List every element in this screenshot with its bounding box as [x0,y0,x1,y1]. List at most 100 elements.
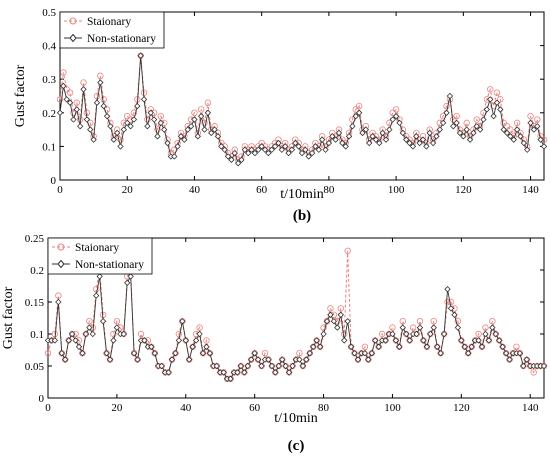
point-nonstationary-b [285,149,292,157]
point-stationary-b [201,119,208,127]
point-nonstationary-c [430,324,437,331]
point-nonstationary-c [361,350,369,357]
point-nonstationary-c [58,350,65,357]
legend-label-stationary-c: Staionary [75,242,119,254]
point-nonstationary-c [120,330,127,338]
point-nonstationary-c [203,343,210,350]
x-ticks-c: 0 20 40 60 80 100 120 140 [45,238,539,414]
point-nonstationary-b [329,133,336,140]
panel-label-b: (b) [293,208,311,224]
point-nonstationary-c [465,350,472,357]
point-nonstationary-c [506,356,513,363]
point-nonstationary-b [322,146,329,153]
y-tick-label-c: 0.15 [25,297,45,309]
point-stationary-c [93,286,100,293]
point-nonstationary-b [208,129,215,137]
point-nonstationary-b [238,156,245,164]
point-nonstationary-c [516,350,524,357]
y-tick-label-b: 0.4 [42,41,56,53]
point-nonstationary-b [63,96,70,103]
point-nonstationary-b [295,143,302,150]
point-nonstationary-b [218,143,225,150]
point-nonstationary-b [261,146,269,153]
point-nonstationary-c [158,362,165,370]
point-nonstationary-c [99,318,107,325]
point-nonstationary-b [386,126,393,133]
point-nonstationary-b [241,146,249,153]
point-nonstationary-b [268,146,275,153]
point-nonstationary-b [298,149,306,157]
point-nonstationary-c [485,337,493,344]
point-nonstationary-b [117,143,124,150]
point-nonstationary-b [83,116,91,123]
point-stationary-c [513,343,520,350]
point-nonstationary-b [174,143,181,150]
point-nonstationary-c [330,318,338,325]
point-stationary-c [378,330,386,338]
point-nonstationary-b [490,112,497,120]
point-nonstationary-c [368,350,375,357]
x-axis-label-c: t/10min [274,411,318,426]
x-tick-label-c: 40 [180,402,192,414]
point-nonstationary-c [475,337,482,344]
point-nonstationary-b [184,126,191,133]
point-nonstationary-b [312,143,319,150]
point-stationary-c [137,330,145,338]
point-nonstationary-c [461,343,468,350]
point-nonstationary-b [60,82,67,90]
point-nonstationary-c [351,350,358,357]
point-nonstationary-b [426,129,433,137]
y-ticks-b: 0 0.1 0.2 0.3 0.4 0.5 [42,7,544,187]
y-tick-label-c: 0 [39,393,45,405]
point-nonstationary-c [251,350,258,357]
point-nonstationary-b [403,136,410,143]
point-nonstationary-b [527,119,534,127]
point-nonstationary-b [399,129,406,137]
point-nonstationary-c [196,330,203,338]
point-stationary-b [124,112,131,120]
point-nonstationary-b [204,109,212,116]
point-nonstationary-c [451,311,458,318]
y-tick-label-c: 0.25 [25,233,45,245]
legend-marker-nonstationary-c [57,259,65,269]
point-nonstationary-b [406,139,413,147]
point-nonstationary-b [335,129,343,137]
point-nonstationary-b [87,126,94,133]
point-nonstationary-c [296,356,303,363]
point-nonstationary-b [211,126,218,133]
point-nonstationary-c [482,330,489,338]
point-nonstationary-b [315,146,322,153]
point-nonstationary-b [181,136,188,143]
point-nonstationary-b [187,123,195,130]
point-stationary-b [103,106,111,113]
legend-box-c [47,237,153,275]
legend-marker-stationary-c [57,243,65,251]
point-nonstationary-b [359,129,366,137]
point-nonstationary-b [127,123,134,130]
series-b [56,52,548,167]
point-nonstationary-c [165,369,172,376]
point-nonstationary-c [447,305,455,312]
point-nonstationary-b [419,136,427,143]
point-nonstationary-c [392,337,400,344]
point-nonstationary-b [271,143,279,150]
point-nonstationary-b [134,102,141,110]
point-nonstationary-c [106,356,114,363]
point-nonstationary-c [427,330,434,338]
x-tick-label-b: 40 [189,184,201,196]
point-nonstationary-b [234,160,242,167]
point-nonstationary-b [150,116,158,123]
point-stationary-b [453,112,460,120]
point-nonstationary-c [248,356,255,363]
point-nonstationary-b [456,129,464,137]
point-nonstationary-c [316,343,324,350]
point-nonstationary-b [110,136,117,143]
point-stationary-b [144,116,151,123]
point-nonstationary-b [73,106,80,113]
point-nonstationary-b [497,106,504,113]
point-stationary-c [320,324,327,331]
point-nonstationary-c [372,337,379,344]
point-stationary-c [86,318,93,325]
point-nonstationary-c [51,337,59,344]
point-stationary-b [389,109,396,116]
